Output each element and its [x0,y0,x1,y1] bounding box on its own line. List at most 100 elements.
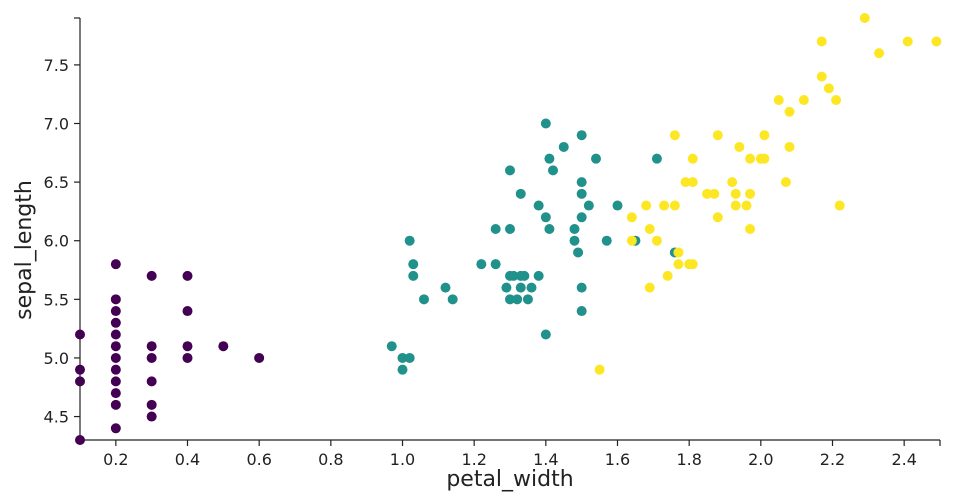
data-point [576,306,587,317]
data-point [651,235,662,246]
data-point [730,200,741,211]
data-point [576,212,587,223]
data-point [146,399,157,410]
data-point [476,259,487,270]
x-axis-title: petal_width [446,467,573,492]
x-tick-label: 1.8 [676,450,701,469]
data-point [576,188,587,199]
data-point [146,352,157,363]
data-point [508,270,519,281]
x-tick-label: 1.2 [461,450,486,469]
data-point [505,224,515,234]
data-point [182,306,193,317]
data-point [146,411,157,422]
data-point [931,36,942,47]
y-tick-label: 7.0 [44,115,69,134]
y-tick-label: 5.5 [44,290,69,309]
x-tick-label: 1.6 [605,450,630,469]
data-point [745,153,756,164]
data-point [902,36,913,47]
data-point [759,130,770,141]
data-point [784,141,795,152]
data-point [816,71,827,82]
y-tick-label: 4.5 [44,408,69,427]
data-point [680,177,691,188]
data-point [780,177,791,188]
data-point [831,95,842,106]
data-point [505,165,515,176]
data-point [386,341,397,352]
data-point [540,212,551,223]
data-point [687,153,698,164]
data-point [798,95,809,106]
y-axis-title: sepal_length [12,180,37,320]
data-point [773,95,784,106]
data-point [662,270,673,281]
x-tick-label: 0.4 [175,450,200,469]
data-point [110,306,121,317]
data-point [146,341,157,352]
data-point [519,270,530,281]
data-point [408,270,419,281]
data-point [569,224,580,234]
data-point [745,188,756,199]
data-point [522,294,533,305]
data-point [512,294,523,305]
x-tick-label: 2.2 [820,450,845,469]
data-point [709,188,720,199]
data-point [110,294,121,305]
data-point [540,118,551,129]
x-tick-label: 0.2 [103,450,128,469]
x-tick-label: 2.0 [748,450,773,469]
data-point [816,36,827,47]
data-point [182,341,193,352]
data-point [741,200,752,211]
data-point [182,270,193,281]
data-point [859,13,870,23]
data-point [594,364,605,375]
data-point [576,130,587,141]
data-point [75,329,85,340]
data-point [834,200,845,211]
data-point [146,376,157,387]
data-point [569,235,580,246]
data-point [110,341,121,352]
data-point [669,130,680,141]
data-point [730,188,741,199]
data-point [727,177,738,188]
data-point [110,423,121,434]
data-point [533,200,544,211]
data-point [626,235,637,246]
data-point [644,282,655,293]
data-point [712,130,723,141]
data-point [419,294,429,305]
data-point [544,153,555,164]
data-point [110,329,121,340]
data-point [576,177,587,188]
data-point [659,200,670,211]
data-point [573,247,584,258]
data-point [218,341,229,352]
x-tick-label: 0.8 [318,450,343,469]
data-point [110,317,121,328]
data-point [110,259,121,270]
data-point [687,177,698,188]
data-point [110,352,121,363]
data-point [734,141,745,152]
data-point [110,364,121,375]
data-point [548,165,558,176]
data-point [404,235,415,246]
data-point [75,435,85,445]
data-point [110,376,121,387]
data-point [673,247,684,258]
x-tick-label: 2.4 [891,450,916,469]
data-point [576,282,587,293]
y-tick-label: 7.5 [44,56,69,75]
data-point [490,259,501,270]
data-point [712,212,723,223]
data-point [501,282,512,293]
data-point [110,399,121,410]
x-tick-label: 1.0 [390,450,415,469]
data-point [526,282,537,293]
